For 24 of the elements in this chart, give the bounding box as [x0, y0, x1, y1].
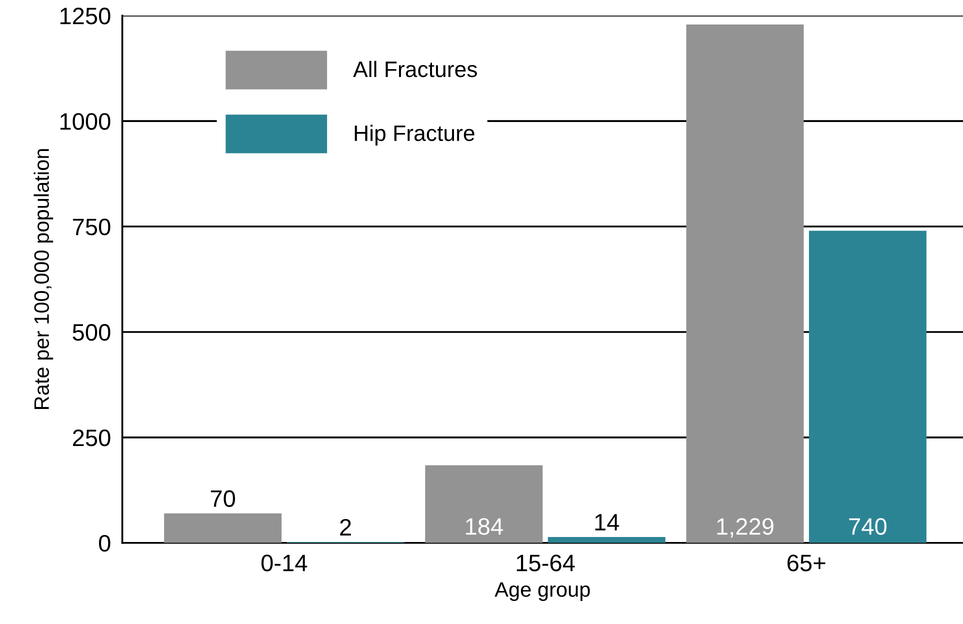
data-label: 14	[595, 514, 620, 530]
y-tick-label: 1250	[60, 8, 110, 24]
bar	[164, 513, 282, 543]
y-axis-title: Rate per 100,000 population	[34, 149, 54, 409]
bar	[686, 24, 804, 543]
y-tick-label: 1000	[60, 113, 110, 130]
data-label: 740	[849, 518, 886, 535]
data-label: 1,229	[717, 518, 774, 538]
data-label: 2	[340, 518, 351, 536]
legend-label: Hip Fracture	[354, 124, 474, 146]
bar	[425, 465, 543, 543]
legend-label: All Fractures	[353, 60, 477, 78]
data-label: 70	[210, 490, 236, 507]
y-tick-label: 250	[72, 429, 110, 446]
y-tick-label: 750	[73, 218, 110, 236]
bar	[808, 230, 926, 543]
x-tick-label: 65+	[788, 554, 826, 572]
y-tick-label: 0	[98, 534, 110, 552]
y-tick-label: 500	[72, 324, 110, 341]
data-label: 184	[466, 518, 503, 535]
x-axis-title: Age group	[494, 582, 590, 601]
x-tick-label: 0-14	[261, 554, 308, 572]
x-tick-label: 15-64	[516, 554, 575, 572]
bar	[548, 536, 666, 543]
